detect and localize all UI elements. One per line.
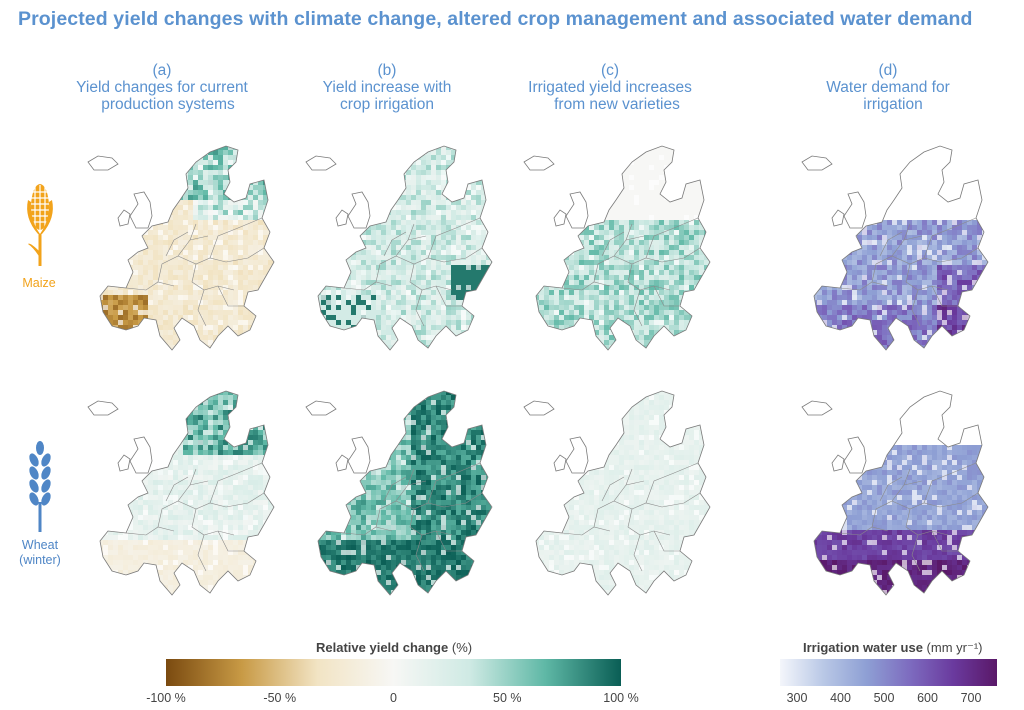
map-d-maize bbox=[792, 140, 997, 365]
colorbar-tick-label: 100 % bbox=[603, 691, 639, 705]
column-title-line1: Yield changes for current bbox=[76, 79, 248, 96]
figure-title: Projected yield changes with climate cha… bbox=[18, 8, 973, 30]
water-legend-title: Irrigation water use (mm yr⁻¹) bbox=[803, 640, 983, 656]
column-header-a: (a) Yield changes for current production… bbox=[52, 62, 272, 113]
yield-legend-title: Relative yield change (%) bbox=[316, 640, 472, 655]
column-title-line2: production systems bbox=[101, 96, 235, 113]
column-header-b: (b) Yield increase with crop irrigation bbox=[277, 62, 497, 113]
colorbar-tick-label: 50 % bbox=[493, 691, 522, 705]
crop-name: Maize bbox=[22, 276, 56, 290]
map-b-wheat bbox=[296, 385, 501, 610]
map-a-maize bbox=[78, 140, 283, 365]
map-d-wheat bbox=[792, 385, 997, 610]
column-header-d: (d) Water demand for irrigation bbox=[778, 62, 998, 113]
column-letter: (c) bbox=[600, 62, 620, 79]
column-letter: (b) bbox=[377, 62, 397, 79]
map-c-wheat bbox=[514, 385, 719, 610]
map-b-maize bbox=[296, 140, 501, 365]
colorbar-tick-label: 700 bbox=[960, 691, 982, 705]
crop-name: Wheat bbox=[21, 538, 59, 552]
column-title-line2: from new varieties bbox=[554, 96, 680, 113]
yield-colorbar bbox=[166, 659, 621, 686]
crop-name-line2: (winter) bbox=[19, 553, 61, 567]
map-c-maize bbox=[514, 140, 719, 365]
row-label-maize: Maize bbox=[14, 276, 64, 291]
colorbar-tick-label: -50 % bbox=[263, 691, 297, 705]
maize-icon bbox=[22, 180, 58, 270]
column-header-c: (c) Irrigated yield increases from new v… bbox=[500, 62, 720, 113]
column-title-line1: Yield increase with bbox=[322, 79, 452, 96]
column-letter: (a) bbox=[152, 62, 172, 79]
column-title-line1: Water demand for bbox=[826, 79, 950, 96]
column-title-line2: crop irrigation bbox=[340, 96, 434, 113]
column-letter: (d) bbox=[878, 62, 898, 79]
row-label-wheat: Wheat (winter) bbox=[10, 538, 70, 568]
legend-title-text: Relative yield change bbox=[316, 640, 449, 655]
colorbar-tick-label: 0 bbox=[390, 691, 397, 705]
colorbar-tick-label: 400 bbox=[830, 691, 851, 705]
legend-unit: (mm yr⁻¹) bbox=[926, 640, 983, 655]
colorbar-tick-label: 600 bbox=[917, 691, 938, 705]
water-colorbar bbox=[780, 659, 997, 686]
legend-unit: (%) bbox=[451, 640, 473, 655]
legend-title-text: Irrigation water use bbox=[803, 640, 923, 655]
colorbar-tick-label: 300 bbox=[786, 691, 808, 705]
column-title-line2: irrigation bbox=[863, 96, 923, 113]
colorbar-tick-label: -100 % bbox=[146, 691, 186, 705]
map-a-wheat bbox=[78, 385, 283, 610]
column-title-line1: Irrigated yield increases bbox=[528, 79, 692, 96]
colorbar-tick-label: 500 bbox=[873, 691, 895, 705]
wheat-icon bbox=[24, 440, 56, 532]
